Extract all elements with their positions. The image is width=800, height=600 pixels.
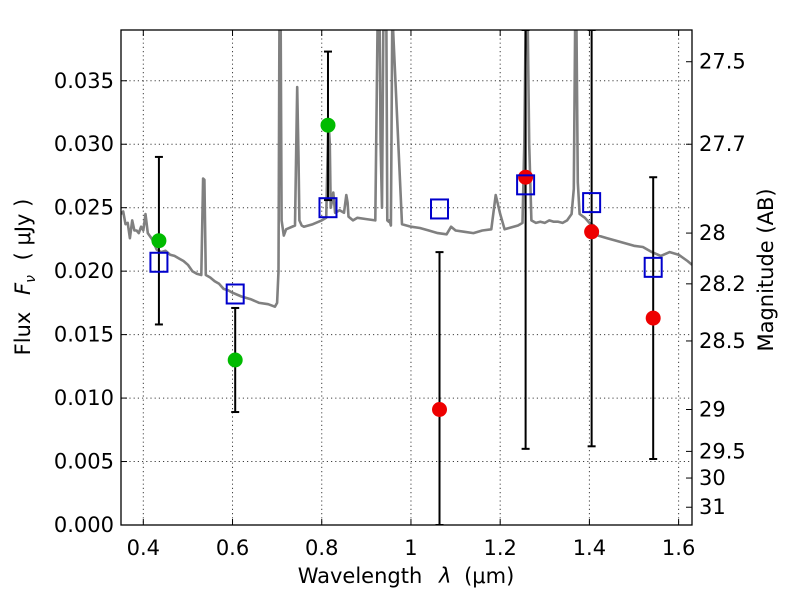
y-axis-title-text: Flux: [11, 312, 35, 356]
model-flux-square: [318, 197, 338, 219]
y-tick-label: 0.015: [54, 323, 114, 347]
y-tick-label: 0.030: [54, 132, 114, 156]
y-axis-title: Flux Fν ( μJy ): [11, 199, 40, 356]
y2-tick-label: 27.5: [699, 50, 746, 74]
grid: [121, 30, 692, 526]
y2-tick-label: 29: [699, 398, 726, 422]
x-axis-title-symbol: λ: [438, 564, 451, 588]
x-axis-title-text: Wavelength: [298, 564, 423, 588]
observed-flux-point: [151, 233, 167, 249]
x-axis-title-unit: (μm): [464, 564, 514, 588]
y-tick-label: 0.005: [54, 450, 114, 474]
tick-marks: [121, 30, 692, 526]
y-axis-title-unit: ( μJy ): [11, 199, 35, 261]
observed-flux-point: [227, 352, 243, 368]
y2-tick-label: 27.7: [699, 132, 746, 156]
x-axis-title: Wavelength λ (μm): [298, 564, 515, 588]
y2-tick-label: 30: [699, 466, 726, 490]
observed-flux-point: [518, 169, 534, 185]
y-axis-title-symbol: F: [11, 282, 35, 295]
model-flux-square: [643, 256, 663, 278]
model-flux-square: [225, 283, 245, 305]
y2-axis-title: Magnitude (AB): [754, 188, 778, 351]
y2-tick-label: 28.2: [699, 272, 746, 296]
error-bar: [435, 251, 444, 525]
tick-labels: 0.4 0.6 0.8 1 1.2 1.4 1.6 0.000 0.005 0.010 0.015 0…: [54, 50, 746, 560]
model-flux-square: [516, 174, 536, 196]
model-flux-square: [149, 251, 169, 273]
model-flux-square: [430, 198, 450, 220]
x-tick-label: 1.4: [573, 536, 606, 560]
observed-flux-point: [645, 310, 661, 326]
x-tick-label: 1: [404, 536, 417, 560]
y2-tick-label: 28.5: [699, 329, 746, 353]
x-tick-label: 1.2: [483, 536, 516, 560]
y2-tick-label: 28: [699, 221, 726, 245]
plot-frame: [120, 29, 693, 526]
x-tick-label: 0.6: [216, 536, 249, 560]
x-tick-label: 0.8: [305, 536, 338, 560]
x-tick-label: 1.6: [662, 536, 695, 560]
y-tick-label: 0.010: [54, 386, 114, 410]
x-tick-label: 0.4: [127, 536, 160, 560]
observed-flux-point: [584, 224, 600, 240]
model-flux-square: [582, 192, 602, 214]
y-tick-label: 0.025: [54, 196, 114, 220]
y2-tick-label: 29.5: [699, 439, 746, 463]
plot-area: [121, 30, 692, 525]
observed-flux-point: [320, 117, 336, 133]
y2-tick-label: 31: [699, 495, 726, 519]
y-tick-label: 0.000: [54, 513, 114, 537]
observed-flux-point: [432, 402, 448, 417]
error-bar: [521, 30, 530, 450]
y-axis-title-subscript: ν: [23, 275, 39, 283]
y-tick-label: 0.035: [54, 69, 114, 93]
y-tick-label: 0.020: [54, 259, 114, 283]
template-spectrum-line: [121, 30, 692, 309]
